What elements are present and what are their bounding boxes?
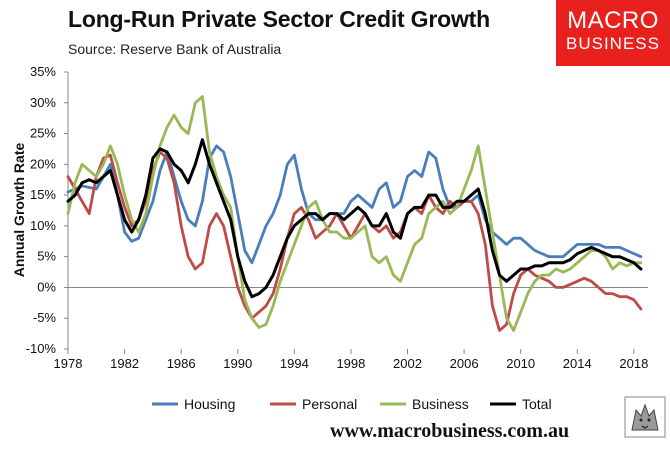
legend-label-housing: Housing — [184, 396, 235, 412]
x-tick-label: 2006 — [450, 356, 479, 371]
chart-source: Source: Reserve Bank of Australia — [68, 41, 282, 57]
chart-series — [66, 95, 643, 332]
x-tick-label: 1994 — [280, 356, 309, 371]
legend-label-personal: Personal — [302, 396, 357, 412]
series-line-total — [66, 138, 643, 299]
legend-label-total: Total — [522, 396, 552, 412]
logo-line-1: MACRO — [567, 7, 659, 34]
y-axis-label: Annual Growth Rate — [11, 143, 27, 278]
y-tick-label: -5% — [33, 310, 57, 325]
series-line-business — [66, 95, 643, 332]
y-tick-label: 15% — [30, 187, 56, 202]
x-tick-label: 2002 — [393, 356, 422, 371]
logo-line-2: BUSINESS — [566, 34, 660, 53]
x-tick-label: 1978 — [54, 356, 83, 371]
legend-label-business: Business — [412, 396, 469, 412]
y-tick-label: 30% — [30, 95, 56, 110]
y-tick-label: -10% — [26, 341, 57, 356]
y-tick-label: 35% — [30, 64, 56, 79]
x-tick-label: 2010 — [506, 356, 535, 371]
chart-title: Long-Run Private Sector Credit Growth — [68, 6, 490, 32]
x-tick-label: 1990 — [223, 356, 252, 371]
macrobusiness-logo: MACRO BUSINESS — [556, 0, 670, 66]
y-tick-label: 20% — [30, 156, 56, 171]
website-url: www.macrobusiness.com.au — [330, 420, 570, 442]
y-tick-label: 25% — [30, 126, 56, 141]
series-line-personal — [66, 150, 643, 332]
y-tick-label: 0% — [37, 279, 56, 294]
series-line-housing — [66, 144, 643, 265]
y-tick-label: 10% — [30, 218, 56, 233]
y-tick-label: 5% — [37, 249, 56, 264]
x-tick-label: 1998 — [336, 356, 365, 371]
x-tick-label: 1982 — [110, 356, 139, 371]
x-tick-label: 2018 — [619, 356, 648, 371]
chart-axes: 35% 30% 25% 20% 15% 10% 5% 0% -5% -10%1978 1982 198… — [26, 64, 649, 371]
chart-legend: Housing Personal Business Total — [152, 396, 552, 412]
x-tick-label: 1986 — [167, 356, 196, 371]
x-tick-label: 2014 — [563, 356, 592, 371]
wolf-mascot-icon — [624, 396, 666, 438]
